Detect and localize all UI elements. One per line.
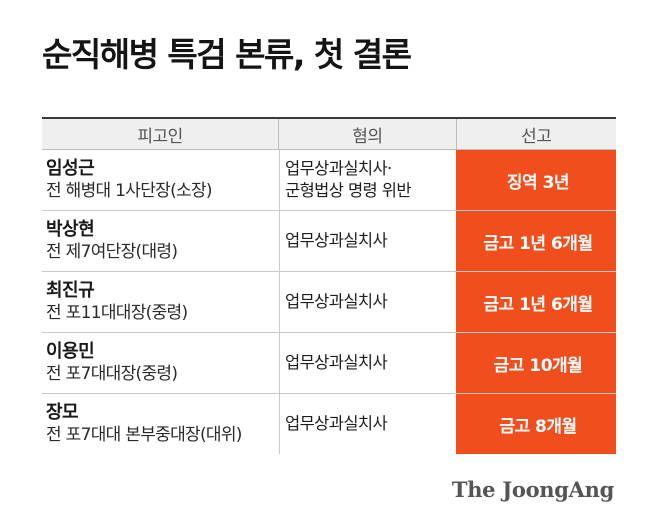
charge-cell: 업무상과실치사 — [279, 272, 456, 332]
defendant-name: 이용민 — [46, 341, 95, 362]
charge-line: 업무상과실치사 — [285, 231, 388, 250]
defendant-cell: 임성근 전 해병대 1사단장(소장) — [42, 150, 279, 210]
table-row: 최진규 전 포11대대장(중령) 업무상과실치사 금고 1년 6개월 — [42, 272, 616, 333]
sentence-cell: 금고 1년 6개월 — [456, 272, 616, 332]
verdict-table: 피고인 혐의 선고 임성근 전 해병대 1사단장(소장) 업무상과실치사· 군형… — [42, 117, 616, 454]
table-row: 장모 전 포7대대 본부중대장(대위) 업무상과실치사 금고 8개월 — [42, 394, 616, 454]
page-title: 순직해병 특검 본류, 첫 결론 — [42, 35, 412, 74]
defendant-name: 박상현 — [46, 219, 95, 240]
table-header: 피고인 혐의 선고 — [42, 117, 616, 150]
table-row: 이용민 전 포7대대장(중령) 업무상과실치사 금고 10개월 — [42, 333, 616, 394]
defendant-position: 전 포7대대장(중령) — [46, 364, 178, 384]
charge-line: 업무상과실치사 — [285, 292, 388, 311]
sentence-cell: 금고 8개월 — [456, 394, 616, 454]
header-sentence: 선고 — [455, 119, 616, 149]
defendant-cell: 박상현 전 제7여단장(대령) — [42, 211, 279, 271]
defendant-name: 임성근 — [46, 158, 95, 179]
defendant-position: 전 포11대대장(중령) — [46, 303, 188, 323]
table-row: 박상현 전 제7여단장(대령) 업무상과실치사 금고 1년 6개월 — [42, 211, 616, 272]
header-charge: 혐의 — [278, 119, 455, 149]
sentence-cell: 금고 10개월 — [456, 333, 616, 393]
charge-line: 업무상과실치사 — [285, 353, 388, 372]
publisher-logo: The JoongAng — [451, 477, 614, 502]
charge-line: 업무상과실치사 — [285, 414, 388, 433]
table-row: 임성근 전 해병대 1사단장(소장) 업무상과실치사· 군형법상 명령 위반 징… — [42, 150, 616, 211]
sentence-cell: 징역 3년 — [456, 150, 616, 210]
charge-cell: 업무상과실치사· 군형법상 명령 위반 — [279, 150, 456, 210]
defendant-position: 전 제7여단장(대령) — [46, 242, 178, 262]
defendant-cell: 이용민 전 포7대대장(중령) — [42, 333, 279, 393]
defendant-name: 최진규 — [46, 280, 95, 301]
charge-cell: 업무상과실치사 — [279, 333, 456, 393]
charge-line: 업무상과실치사· — [285, 159, 392, 178]
charge-line: 군형법상 명령 위반 — [285, 181, 412, 200]
sentence-cell: 금고 1년 6개월 — [456, 211, 616, 271]
charge-cell: 업무상과실치사 — [279, 211, 456, 271]
defendant-name: 장모 — [46, 402, 79, 423]
defendant-cell: 최진규 전 포11대대장(중령) — [42, 272, 279, 332]
defendant-position: 전 해병대 1사단장(소장) — [46, 181, 213, 201]
header-defendant: 피고인 — [137, 126, 183, 147]
defendant-position: 전 포7대대 본부중대장(대위) — [46, 425, 242, 445]
defendant-cell: 장모 전 포7대대 본부중대장(대위) — [42, 394, 279, 454]
charge-cell: 업무상과실치사 — [279, 394, 456, 454]
